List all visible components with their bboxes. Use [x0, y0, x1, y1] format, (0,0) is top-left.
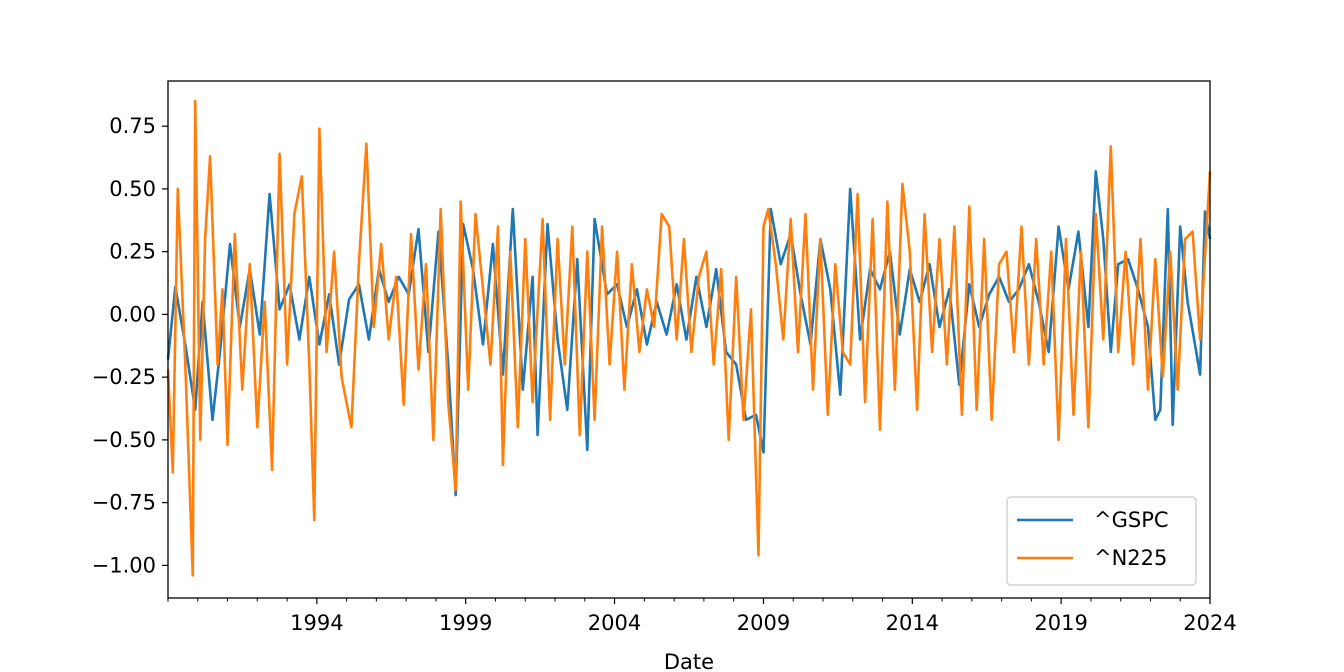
legend-label: ^GSPC — [1094, 508, 1169, 532]
x-tick-label: 2004 — [588, 611, 641, 635]
y-tick-label: −1.00 — [92, 553, 156, 577]
x-tick-label: 2019 — [1034, 611, 1087, 635]
plot-frame — [167, 80, 1211, 599]
x-tick-label: 2024 — [1183, 611, 1236, 635]
x-tick-label: 2014 — [886, 611, 939, 635]
x-tick-label: 1994 — [290, 611, 343, 635]
legend-label: ^N225 — [1094, 546, 1167, 570]
y-tick-label: −0.25 — [92, 365, 156, 389]
x-axis-label: Date — [664, 650, 714, 672]
y-tick-label: −0.75 — [92, 491, 156, 515]
y-tick-label: 0.25 — [109, 240, 156, 264]
legend: ^GSPC ^N225 — [1006, 496, 1197, 586]
x-tick-label: 1999 — [439, 611, 492, 635]
y-axis: 0.75 0.50 0.25 0.00 −0.25 −0.50 −0.75 −1.00 — [92, 114, 168, 577]
x-axis: 1994 1999 2004 2009 2014 2019 2024 — [167, 598, 1237, 635]
y-tick-label: 0.00 — [109, 302, 156, 326]
series-line-n225 — [166, 99, 1212, 577]
series-layer — [166, 99, 1212, 577]
y-tick-label: −0.50 — [92, 428, 156, 452]
y-tick-label: 0.50 — [109, 177, 156, 201]
y-tick-label: 0.75 — [109, 114, 156, 138]
series-line-gspc — [166, 170, 1212, 497]
x-tick-label: 2009 — [737, 611, 790, 635]
